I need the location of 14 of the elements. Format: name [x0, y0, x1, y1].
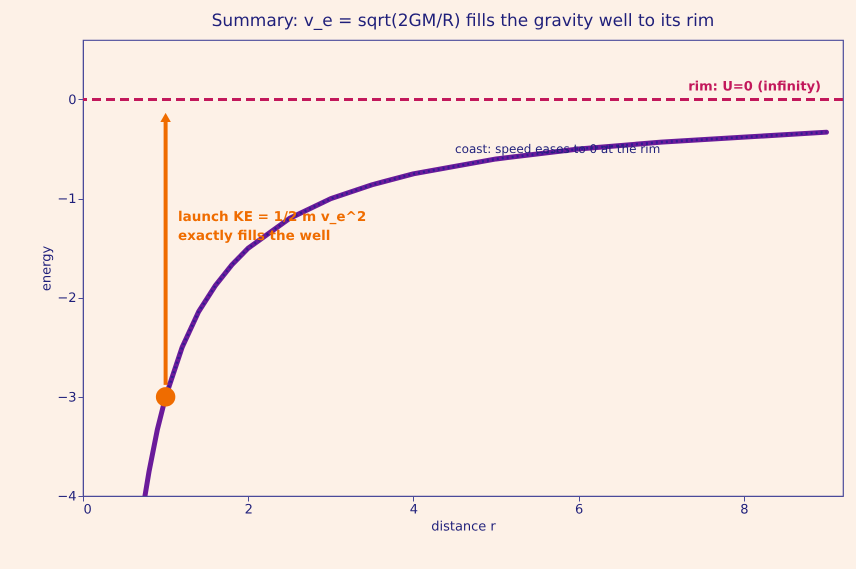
y-tick-label: 0 — [68, 92, 76, 108]
y-tick-label: −3 — [57, 390, 76, 406]
ref-line-label: rim: U=0 (infinity) — [688, 79, 821, 94]
y-axis-title: energy — [39, 246, 54, 292]
x-tick-label: 2 — [244, 502, 253, 518]
x-tick-label: 8 — [740, 502, 749, 518]
y-tick-label: −2 — [57, 291, 76, 306]
y-tick-label: −1 — [57, 192, 76, 208]
chart-title: Summary: v_e = sqrt(2GM/R) fills the gravity well to its rim — [212, 11, 714, 31]
y-tick-label: −4 — [57, 490, 76, 504]
x-tick-label: 4 — [410, 502, 418, 518]
x-axis-title: distance r — [431, 520, 496, 534]
x-tick-label: 6 — [575, 502, 584, 518]
x-tick-label: 0 — [84, 502, 92, 518]
